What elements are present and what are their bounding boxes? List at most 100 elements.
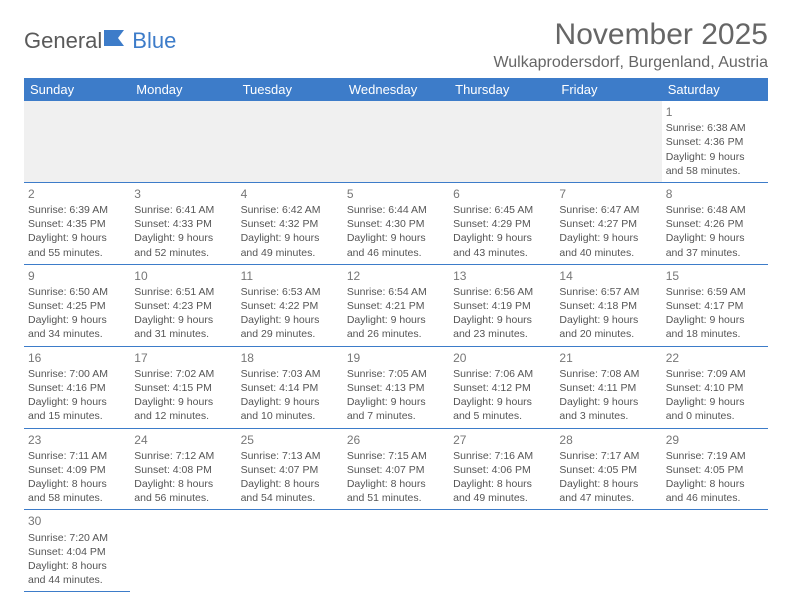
weekday-header: Thursday: [449, 78, 555, 101]
logo: General Blue: [24, 18, 176, 54]
logo-text-blue: Blue: [132, 28, 176, 54]
sunset-text: Sunset: 4:07 PM: [241, 463, 339, 477]
calendar-day-cell: [343, 510, 449, 592]
calendar-day-cell: [555, 101, 661, 182]
day-number: 20: [453, 350, 551, 366]
calendar-day-cell: 16Sunrise: 7:00 AMSunset: 4:16 PMDayligh…: [24, 346, 130, 428]
daylight-text: and 49 minutes.: [241, 246, 339, 260]
day-number: 4: [241, 186, 339, 202]
calendar-day-cell: 29Sunrise: 7:19 AMSunset: 4:05 PMDayligh…: [662, 428, 768, 510]
calendar-day-cell: 9Sunrise: 6:50 AMSunset: 4:25 PMDaylight…: [24, 264, 130, 346]
day-number: 26: [347, 432, 445, 448]
calendar-day-cell: 22Sunrise: 7:09 AMSunset: 4:10 PMDayligh…: [662, 346, 768, 428]
day-number: 29: [666, 432, 764, 448]
calendar-day-cell: 7Sunrise: 6:47 AMSunset: 4:27 PMDaylight…: [555, 182, 661, 264]
daylight-text: Daylight: 9 hours: [134, 395, 232, 409]
day-number: 12: [347, 268, 445, 284]
calendar-day-cell: 2Sunrise: 6:39 AMSunset: 4:35 PMDaylight…: [24, 182, 130, 264]
daylight-text: Daylight: 9 hours: [241, 231, 339, 245]
weekday-header: Sunday: [24, 78, 130, 101]
daylight-text: and 26 minutes.: [347, 327, 445, 341]
calendar-day-cell: 28Sunrise: 7:17 AMSunset: 4:05 PMDayligh…: [555, 428, 661, 510]
sunset-text: Sunset: 4:12 PM: [453, 381, 551, 395]
calendar-day-cell: 11Sunrise: 6:53 AMSunset: 4:22 PMDayligh…: [237, 264, 343, 346]
sunrise-text: Sunrise: 7:03 AM: [241, 367, 339, 381]
calendar-day-cell: 1Sunrise: 6:38 AMSunset: 4:36 PMDaylight…: [662, 101, 768, 182]
day-number: 21: [559, 350, 657, 366]
daylight-text: and 10 minutes.: [241, 409, 339, 423]
sunrise-text: Sunrise: 6:56 AM: [453, 285, 551, 299]
daylight-text: Daylight: 9 hours: [559, 395, 657, 409]
daylight-text: and 5 minutes.: [453, 409, 551, 423]
daylight-text: Daylight: 9 hours: [559, 313, 657, 327]
sunrise-text: Sunrise: 6:57 AM: [559, 285, 657, 299]
daylight-text: Daylight: 9 hours: [666, 150, 764, 164]
sunset-text: Sunset: 4:33 PM: [134, 217, 232, 231]
daylight-text: and 20 minutes.: [559, 327, 657, 341]
calendar-day-cell: 26Sunrise: 7:15 AMSunset: 4:07 PMDayligh…: [343, 428, 449, 510]
daylight-text: and 23 minutes.: [453, 327, 551, 341]
calendar-week-row: 2Sunrise: 6:39 AMSunset: 4:35 PMDaylight…: [24, 182, 768, 264]
sunrise-text: Sunrise: 6:45 AM: [453, 203, 551, 217]
sunrise-text: Sunrise: 6:47 AM: [559, 203, 657, 217]
sunrise-text: Sunrise: 6:51 AM: [134, 285, 232, 299]
calendar-day-cell: 20Sunrise: 7:06 AMSunset: 4:12 PMDayligh…: [449, 346, 555, 428]
daylight-text: Daylight: 9 hours: [453, 313, 551, 327]
daylight-text: and 0 minutes.: [666, 409, 764, 423]
sunrise-text: Sunrise: 7:17 AM: [559, 449, 657, 463]
daylight-text: and 7 minutes.: [347, 409, 445, 423]
calendar-day-cell: 4Sunrise: 6:42 AMSunset: 4:32 PMDaylight…: [237, 182, 343, 264]
sunrise-text: Sunrise: 7:19 AM: [666, 449, 764, 463]
day-number: 6: [453, 186, 551, 202]
sunset-text: Sunset: 4:10 PM: [666, 381, 764, 395]
logo-text-general: General: [24, 28, 102, 54]
weekday-header: Monday: [130, 78, 236, 101]
daylight-text: Daylight: 8 hours: [28, 559, 126, 573]
daylight-text: Daylight: 8 hours: [28, 477, 126, 491]
day-number: 14: [559, 268, 657, 284]
calendar-day-cell: 23Sunrise: 7:11 AMSunset: 4:09 PMDayligh…: [24, 428, 130, 510]
calendar-day-cell: 17Sunrise: 7:02 AMSunset: 4:15 PMDayligh…: [130, 346, 236, 428]
calendar-day-cell: [237, 510, 343, 592]
day-number: 28: [559, 432, 657, 448]
sunset-text: Sunset: 4:16 PM: [28, 381, 126, 395]
daylight-text: and 40 minutes.: [559, 246, 657, 260]
calendar-day-cell: 19Sunrise: 7:05 AMSunset: 4:13 PMDayligh…: [343, 346, 449, 428]
daylight-text: and 34 minutes.: [28, 327, 126, 341]
sunrise-text: Sunrise: 7:20 AM: [28, 531, 126, 545]
daylight-text: Daylight: 9 hours: [347, 395, 445, 409]
daylight-text: Daylight: 9 hours: [241, 313, 339, 327]
sunrise-text: Sunrise: 7:16 AM: [453, 449, 551, 463]
daylight-text: and 44 minutes.: [28, 573, 126, 587]
sunset-text: Sunset: 4:30 PM: [347, 217, 445, 231]
sunset-text: Sunset: 4:35 PM: [28, 217, 126, 231]
daylight-text: Daylight: 9 hours: [666, 313, 764, 327]
sunset-text: Sunset: 4:36 PM: [666, 135, 764, 149]
daylight-text: Daylight: 9 hours: [453, 395, 551, 409]
sunset-text: Sunset: 4:05 PM: [559, 463, 657, 477]
daylight-text: and 3 minutes.: [559, 409, 657, 423]
daylight-text: Daylight: 9 hours: [666, 231, 764, 245]
calendar-week-row: 16Sunrise: 7:00 AMSunset: 4:16 PMDayligh…: [24, 346, 768, 428]
daylight-text: Daylight: 9 hours: [453, 231, 551, 245]
calendar-day-cell: [449, 510, 555, 592]
day-number: 10: [134, 268, 232, 284]
day-number: 7: [559, 186, 657, 202]
sunrise-text: Sunrise: 6:50 AM: [28, 285, 126, 299]
calendar-day-cell: 30Sunrise: 7:20 AMSunset: 4:04 PMDayligh…: [24, 510, 130, 592]
calendar-day-cell: 6Sunrise: 6:45 AMSunset: 4:29 PMDaylight…: [449, 182, 555, 264]
daylight-text: Daylight: 8 hours: [134, 477, 232, 491]
calendar-day-cell: 27Sunrise: 7:16 AMSunset: 4:06 PMDayligh…: [449, 428, 555, 510]
calendar-day-cell: 14Sunrise: 6:57 AMSunset: 4:18 PMDayligh…: [555, 264, 661, 346]
weekday-header-row: Sunday Monday Tuesday Wednesday Thursday…: [24, 78, 768, 101]
sunset-text: Sunset: 4:18 PM: [559, 299, 657, 313]
calendar-day-cell: 10Sunrise: 6:51 AMSunset: 4:23 PMDayligh…: [130, 264, 236, 346]
day-number: 22: [666, 350, 764, 366]
calendar-day-cell: 8Sunrise: 6:48 AMSunset: 4:26 PMDaylight…: [662, 182, 768, 264]
calendar-week-row: 1Sunrise: 6:38 AMSunset: 4:36 PMDaylight…: [24, 101, 768, 182]
daylight-text: Daylight: 8 hours: [559, 477, 657, 491]
daylight-text: Daylight: 9 hours: [559, 231, 657, 245]
sunrise-text: Sunrise: 6:59 AM: [666, 285, 764, 299]
sunset-text: Sunset: 4:25 PM: [28, 299, 126, 313]
sunset-text: Sunset: 4:32 PM: [241, 217, 339, 231]
